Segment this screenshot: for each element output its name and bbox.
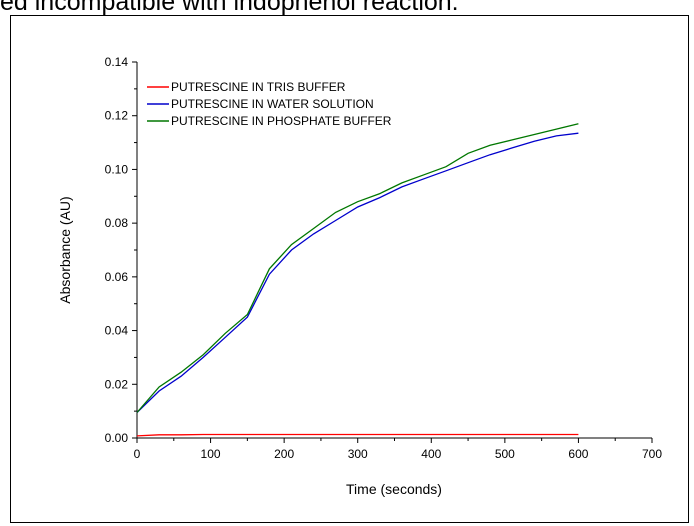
caption-text: ed incompatible with indophenol reaction… bbox=[0, 0, 459, 16]
x-tick-label: 300 bbox=[348, 447, 368, 461]
x-tick-label: 0 bbox=[134, 447, 141, 461]
y-tick-label: 0.08 bbox=[105, 216, 129, 230]
x-tick-label: 700 bbox=[642, 447, 662, 461]
legend-label-1: PUTRESCINE IN WATER SOLUTION bbox=[171, 97, 374, 111]
y-axis-label: Absorbance (AU) bbox=[57, 196, 73, 303]
y-axis-ticks: 0.00 0.02 0.04 0.06 0.08 0.10 0.12 0.14 bbox=[105, 55, 137, 445]
series-line-1 bbox=[136, 132, 579, 413]
y-tick-label: 0.00 bbox=[105, 431, 129, 445]
y-tick-label: 0.14 bbox=[105, 55, 129, 69]
x-tick-label: 500 bbox=[495, 447, 515, 461]
series-layer bbox=[136, 123, 579, 437]
legend: PUTRESCINE IN TRIS BUFFER PUTRESCINE IN W… bbox=[147, 80, 392, 128]
legend-label-2: PUTRESCINE IN PHOSPHATE BUFFER bbox=[171, 114, 392, 128]
x-axis-label: Time (seconds) bbox=[346, 481, 442, 497]
legend-label-0: PUTRESCINE IN TRIS BUFFER bbox=[171, 80, 346, 94]
y-tick-label: 0.12 bbox=[105, 109, 129, 123]
y-tick-label: 0.04 bbox=[105, 324, 129, 338]
x-tick-label: 600 bbox=[568, 447, 588, 461]
figure-frame bbox=[10, 15, 689, 523]
y-tick-label: 0.10 bbox=[105, 162, 129, 176]
series-line-2 bbox=[136, 123, 579, 413]
y-tick-label: 0.02 bbox=[105, 377, 129, 391]
x-tick-label: 200 bbox=[274, 447, 294, 461]
x-tick-label: 100 bbox=[201, 447, 221, 461]
x-tick-label: 400 bbox=[421, 447, 441, 461]
series-line-0 bbox=[136, 433, 579, 437]
y-tick-label: 0.06 bbox=[105, 270, 129, 284]
x-axis-ticks: 0 100 200 300 400 500 600 700 bbox=[134, 438, 662, 461]
